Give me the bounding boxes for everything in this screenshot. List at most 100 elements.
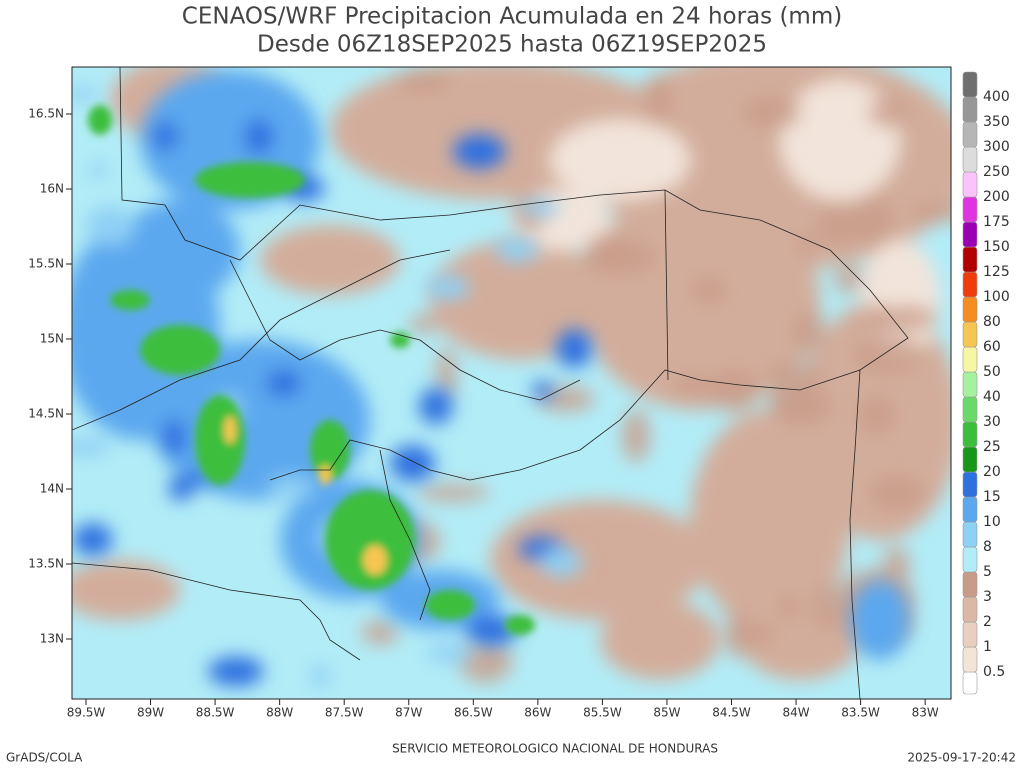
dry-patch — [867, 473, 927, 513]
precip-map — [72, 67, 951, 699]
wet-patch — [418, 387, 453, 425]
dry-patch — [740, 94, 802, 130]
wet-patch — [850, 580, 910, 660]
wet-patch — [244, 118, 274, 156]
colorbar-box — [962, 371, 978, 398]
heavy-patch — [310, 420, 350, 480]
dry-patch — [458, 639, 513, 683]
lat-label: 14N — [40, 482, 64, 496]
heavy-patch — [140, 325, 220, 375]
lon-label: 88.5W — [196, 706, 235, 720]
colorbar-box — [962, 471, 978, 498]
dry-patch — [645, 73, 673, 127]
axes: 16.5N 16N 15.5N 15N 14.5N 14N 13.5N 13N 89.5W 89W… — [28, 107, 939, 720]
dry-areas — [72, 67, 951, 683]
wet-patch — [310, 664, 330, 689]
colorbar-label: 10 — [983, 514, 1001, 530]
colorbar-box — [962, 221, 978, 248]
colorbar-label: 100 — [983, 289, 1010, 305]
dry-patch — [690, 410, 850, 630]
colorbar-label: 300 — [983, 139, 1010, 155]
dry-patch — [600, 600, 720, 680]
colorbar-box — [962, 296, 978, 323]
lat-label: 16N — [40, 182, 64, 196]
footer-right: 2025-09-17-20:42 — [907, 751, 1016, 765]
dry-patch — [550, 120, 690, 200]
colorbar: 0.5 1 2 3 5 8 10 15 20 25 30 40 50 60 80 100 125 150 175 20… — [962, 71, 1010, 695]
lon-label: 86W — [524, 706, 551, 720]
heavy-patch — [505, 615, 535, 635]
colorbar-box — [962, 621, 978, 648]
dry-patch — [72, 560, 180, 620]
lat-label: 13.5N — [28, 557, 64, 571]
colorbar-box — [962, 271, 978, 298]
colorbar-box — [962, 571, 978, 598]
dry-patch — [688, 274, 729, 307]
colorbar-label: 50 — [983, 364, 1001, 380]
colorbar-box — [962, 146, 978, 173]
heavy-patch — [390, 332, 410, 348]
heavy-patch — [88, 105, 112, 135]
wet-patch — [72, 86, 99, 101]
wet-patch — [168, 475, 194, 501]
colorbar-box — [962, 121, 978, 148]
dry-patch — [852, 195, 896, 247]
dry-patch — [908, 201, 951, 223]
wet-patch — [207, 656, 264, 687]
dry-patch — [795, 232, 817, 259]
colorbar-label: 2 — [983, 614, 992, 630]
wet-patch — [425, 644, 473, 663]
wet-patch — [265, 369, 302, 398]
wet-patch — [72, 438, 112, 456]
wet-patch — [86, 206, 135, 246]
lon-label: 88W — [266, 706, 293, 720]
colorbar-label: 15 — [983, 489, 1001, 505]
wet-patch — [424, 275, 470, 300]
lon-label: 87.5W — [325, 706, 364, 720]
lat-label: 15.5N — [28, 257, 64, 271]
lat-label: 14.5N — [28, 407, 64, 421]
colorbar-box — [962, 246, 978, 273]
dry-patch — [868, 98, 910, 128]
wet-patch — [452, 134, 506, 169]
colorbar-box — [962, 671, 978, 695]
colorbar-box — [962, 546, 978, 573]
lon-label: 89.5W — [67, 706, 106, 720]
footer-center: SERVICIO METEOROLOGICO NACIONAL DE HONDU… — [392, 742, 718, 756]
colorbar-box — [962, 171, 978, 198]
colorbar-label: 150 — [983, 239, 1010, 255]
colorbar-label: 5 — [983, 564, 992, 580]
dry-patch — [260, 225, 400, 295]
lon-label: 83W — [912, 706, 939, 720]
map-frame — [71, 66, 952, 700]
colorbar-label: 8 — [983, 539, 992, 555]
wet-patch — [389, 444, 436, 482]
colorbar-label: 350 — [983, 114, 1010, 130]
colorbar-label: 250 — [983, 164, 1010, 180]
dry-patch — [436, 347, 457, 400]
colorbar-label: 25 — [983, 439, 1001, 455]
wet-patch — [88, 162, 109, 178]
heavy-patch — [319, 465, 331, 485]
colorbar-box — [962, 196, 978, 223]
lon-label: 84.5W — [712, 706, 751, 720]
dry-patch — [851, 333, 924, 376]
lon-label: 85.5W — [583, 706, 622, 720]
heavy-patch — [110, 290, 150, 310]
colorbar-label: 3 — [983, 589, 992, 605]
colorbar-label: 200 — [983, 189, 1010, 205]
lon-label: 84W — [782, 706, 809, 720]
subtitle: Desde 06Z18SEP2025 hasta 06Z19SEP2025 — [257, 32, 767, 58]
dry-patch — [710, 367, 761, 412]
colorbar-label: 20 — [983, 464, 1001, 480]
dry-patch — [764, 360, 826, 387]
colorbar-box — [962, 396, 978, 423]
dry-patch — [430, 240, 610, 360]
dry-patch — [671, 373, 717, 398]
lat-label: 16.5N — [28, 107, 64, 121]
dry-patch — [780, 80, 900, 200]
wet-patch — [518, 199, 561, 216]
colorbar-box — [962, 596, 978, 623]
wet-patch — [151, 121, 179, 152]
